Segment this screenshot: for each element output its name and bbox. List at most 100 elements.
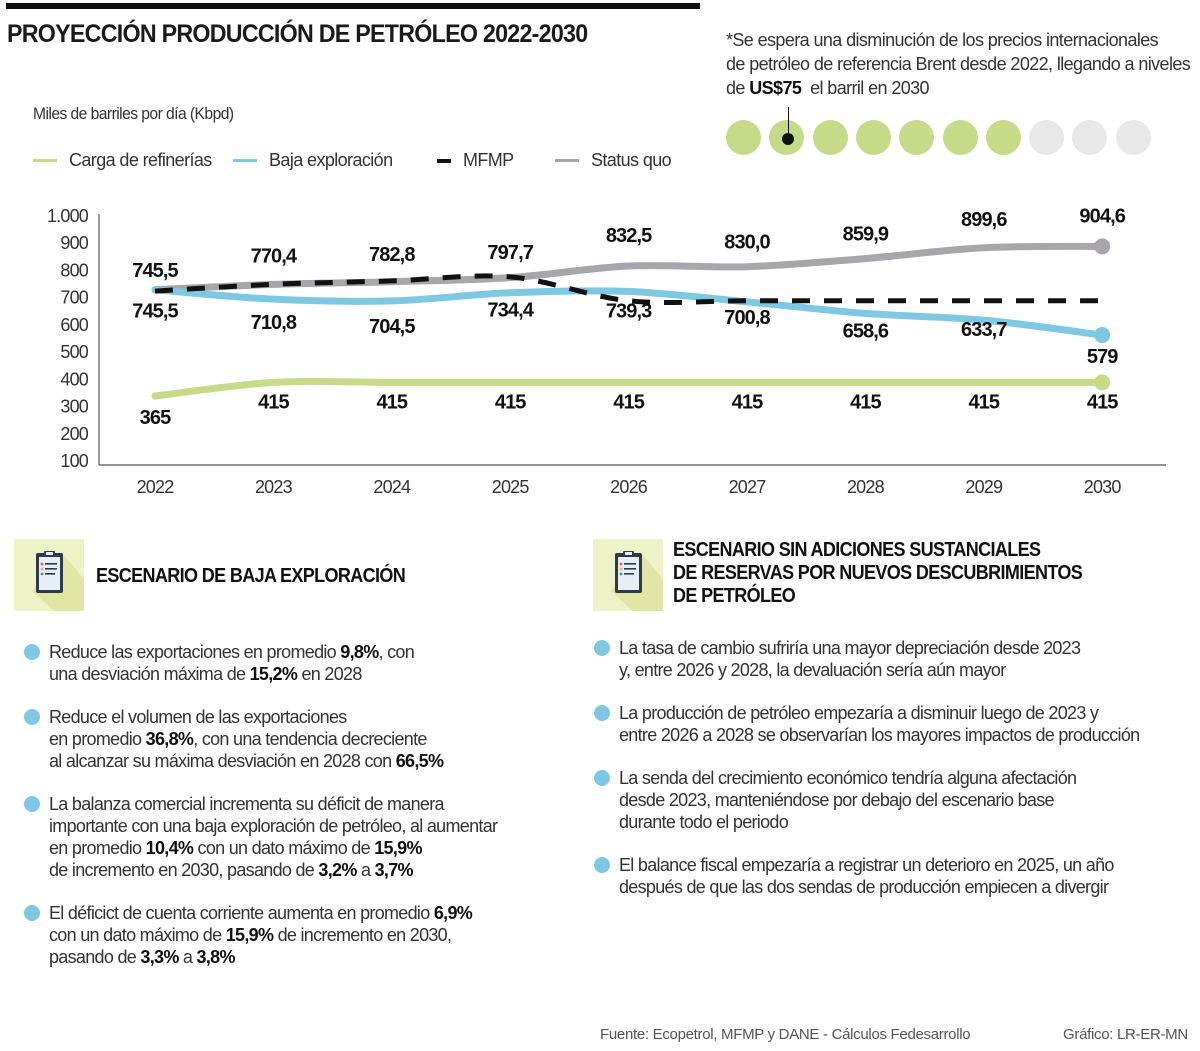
bullet-text: a (178, 947, 197, 967)
bullet-text: El déficict de cuenta corriente aumenta … (49, 903, 434, 923)
price-pointer-dot (782, 133, 794, 145)
data-label-baja-exploracion: 633,7 (961, 319, 1007, 341)
bullet-text: La tasa de cambio sufriría una mayor dep… (619, 638, 1081, 658)
data-label-carga-de-refinerias: 415 (850, 391, 881, 413)
bullet-text: , con (378, 642, 415, 662)
data-label-baja-exploracion: 700,8 (724, 307, 770, 329)
y-tick-label: 300 (60, 397, 88, 417)
x-tick-label: 2022 (137, 477, 175, 497)
legend-label: Carga de refinerías (69, 150, 212, 170)
bullet-dot-icon (594, 640, 610, 656)
bullet-highlight: 15,9% (225, 925, 274, 945)
bullet-text: , con una tendencia decreciente (193, 729, 427, 749)
note-text: de (726, 78, 750, 98)
series-line-status-quo (151, 242, 1106, 294)
bullet-item: La tasa de cambio sufriría una mayor dep… (594, 637, 1194, 681)
clipboard-icon (14, 539, 84, 611)
data-label-carga-de-refinerias: 415 (968, 391, 999, 413)
x-tick-label: 2025 (492, 477, 530, 497)
bullet-item: Reduce el volumen de las exportaciones en… (24, 706, 564, 772)
bullet-text: La balanza comercial incrementa su défic… (49, 794, 445, 814)
graphic-credit: Gráfico: LR-ER-MN (1063, 1026, 1188, 1043)
legend-item-baja: Baja exploración (233, 150, 393, 171)
bullet-text: La producción de petróleo empezaría a di… (619, 703, 1099, 723)
series-line-baja-exploracion (151, 286, 1106, 339)
bullet-text: durante todo el periodo (619, 812, 789, 832)
note-text: el barril en 2030 (801, 78, 929, 98)
bullet-text: y, entre 2026 y 2028, la devaluación ser… (619, 660, 1006, 680)
price-dot-empty (1115, 120, 1151, 155)
bullet-highlight: 9,8% (340, 642, 379, 662)
bullet-text: después de que las dos sendas de producc… (619, 877, 1109, 897)
bullet-dot-icon (594, 857, 610, 873)
bullet-text: importante con una baja exploración de p… (49, 816, 498, 836)
bullet-text: La senda del crecimiento económico tendr… (619, 768, 1077, 788)
data-label-status-quo: 904,6 (1079, 205, 1125, 227)
bullet-text: de incremento en 2030, pasando de (49, 860, 319, 880)
bullet-dot-icon (24, 644, 40, 660)
bullet-highlight: 66,5% (395, 751, 444, 771)
y-tick-label: 100 (60, 451, 88, 471)
data-label-status-quo: 832,5 (606, 225, 652, 247)
bullet-text: en promedio (49, 838, 146, 858)
y-tick-label: 500 (60, 342, 88, 362)
bullet-text: con un dato máximo de (193, 838, 375, 858)
legend-label: Baja exploración (269, 150, 393, 170)
bullet-text: al alcanzar su máxima desviación en 2028… (49, 751, 396, 771)
price-dot-filled (985, 120, 1021, 155)
legend-swatch (33, 159, 57, 162)
series-line-carga-de-refinerias (151, 377, 1106, 400)
x-tick-label: 2030 (1084, 477, 1122, 497)
price-dot-empty (1072, 120, 1108, 155)
y-tick-label: 600 (60, 315, 88, 335)
y-tick-label: 1.000 (47, 206, 89, 226)
bullet-highlight: 3,3% (140, 947, 179, 967)
x-tick-label: 2026 (610, 477, 648, 497)
x-tick-label: 2029 (965, 477, 1003, 497)
bullet-highlight: 15,9% (374, 838, 422, 858)
data-label-mfmp: 770,4 (251, 245, 298, 267)
data-label-mfmp: 745,5 (132, 260, 178, 282)
data-label-mfmp: 797,7 (487, 242, 533, 264)
legend-swatch (437, 158, 451, 163)
bullet-text: de incremento en 2030, (273, 925, 452, 945)
source-note: Fuente: Ecopetrol, MFMP y DANE - Cálculo… (600, 1026, 971, 1043)
card-title-line: ESCENARIO SIN ADICIONES SUSTANCIALES (673, 539, 1041, 561)
data-label-baja-exploracion: 739,3 (606, 300, 652, 322)
bullet-text: una desviación máxima de (49, 664, 250, 684)
data-label-carga-de-refinerias: 415 (1087, 391, 1118, 413)
card-title-line: DE RESERVAS POR NUEVOS DESCUBRIMIENTOS (673, 562, 1083, 584)
bullet-dot-icon (594, 770, 610, 786)
data-label-status-quo: 830,0 (724, 232, 770, 254)
card-title-baja-exploracion: ESCENARIO DE BAJA EXPLORACIÓN (96, 565, 406, 588)
data-label-carga-de-refinerias: 415 (495, 391, 526, 413)
price-dot-filled (726, 120, 761, 155)
price-note: *Se espera una disminución de los precio… (726, 28, 1196, 100)
price-pointer-line (788, 107, 789, 137)
bullet-text: pasando de (49, 947, 141, 967)
data-label-status-quo: 859,9 (843, 224, 889, 246)
card-title-line: ESCENARIO DE BAJA EXPLORACIÓN (96, 565, 406, 587)
note-line: de petróleo de referencia Brent desde 20… (726, 54, 1191, 74)
y-tick-label: 400 (60, 369, 88, 389)
bullet-text: en 2028 (297, 664, 362, 684)
card-title-line: DE PETRÓLEO (673, 585, 796, 607)
bullet-highlight: 6,9% (433, 903, 473, 923)
price-dot-filled (812, 120, 848, 155)
bullet-item: La producción de petróleo empezaría a di… (594, 702, 1194, 746)
data-label-carga-de-refinerias: 415 (732, 391, 763, 413)
note-line: de US$75 el barril en 2030 (726, 76, 1196, 100)
data-label-baja-exploracion: 579 (1087, 346, 1118, 368)
bullet-text: con un dato máximo de (49, 925, 226, 945)
bullet-item: Reduce las exportaciones en promedio 9,8… (24, 641, 564, 685)
series-end-marker-carga-de-refinerias (1094, 374, 1111, 391)
bullet-item: El déficict de cuenta corriente aumenta … (24, 902, 564, 968)
data-label-carga-de-refinerias: 415 (613, 391, 644, 413)
series-end-marker-status-quo (1094, 238, 1111, 255)
bullet-list-baja-exploracion: Reduce las exportaciones en promedio 9,8… (24, 641, 564, 989)
data-label-carga-de-refinerias: 365 (140, 407, 171, 429)
price-dot-filled (855, 120, 891, 155)
bullet-item: La senda del crecimiento económico tendr… (594, 767, 1194, 833)
legend-item-mfmp: MFMP (437, 150, 514, 171)
legend-item-status-quo: Status quo (555, 150, 672, 171)
